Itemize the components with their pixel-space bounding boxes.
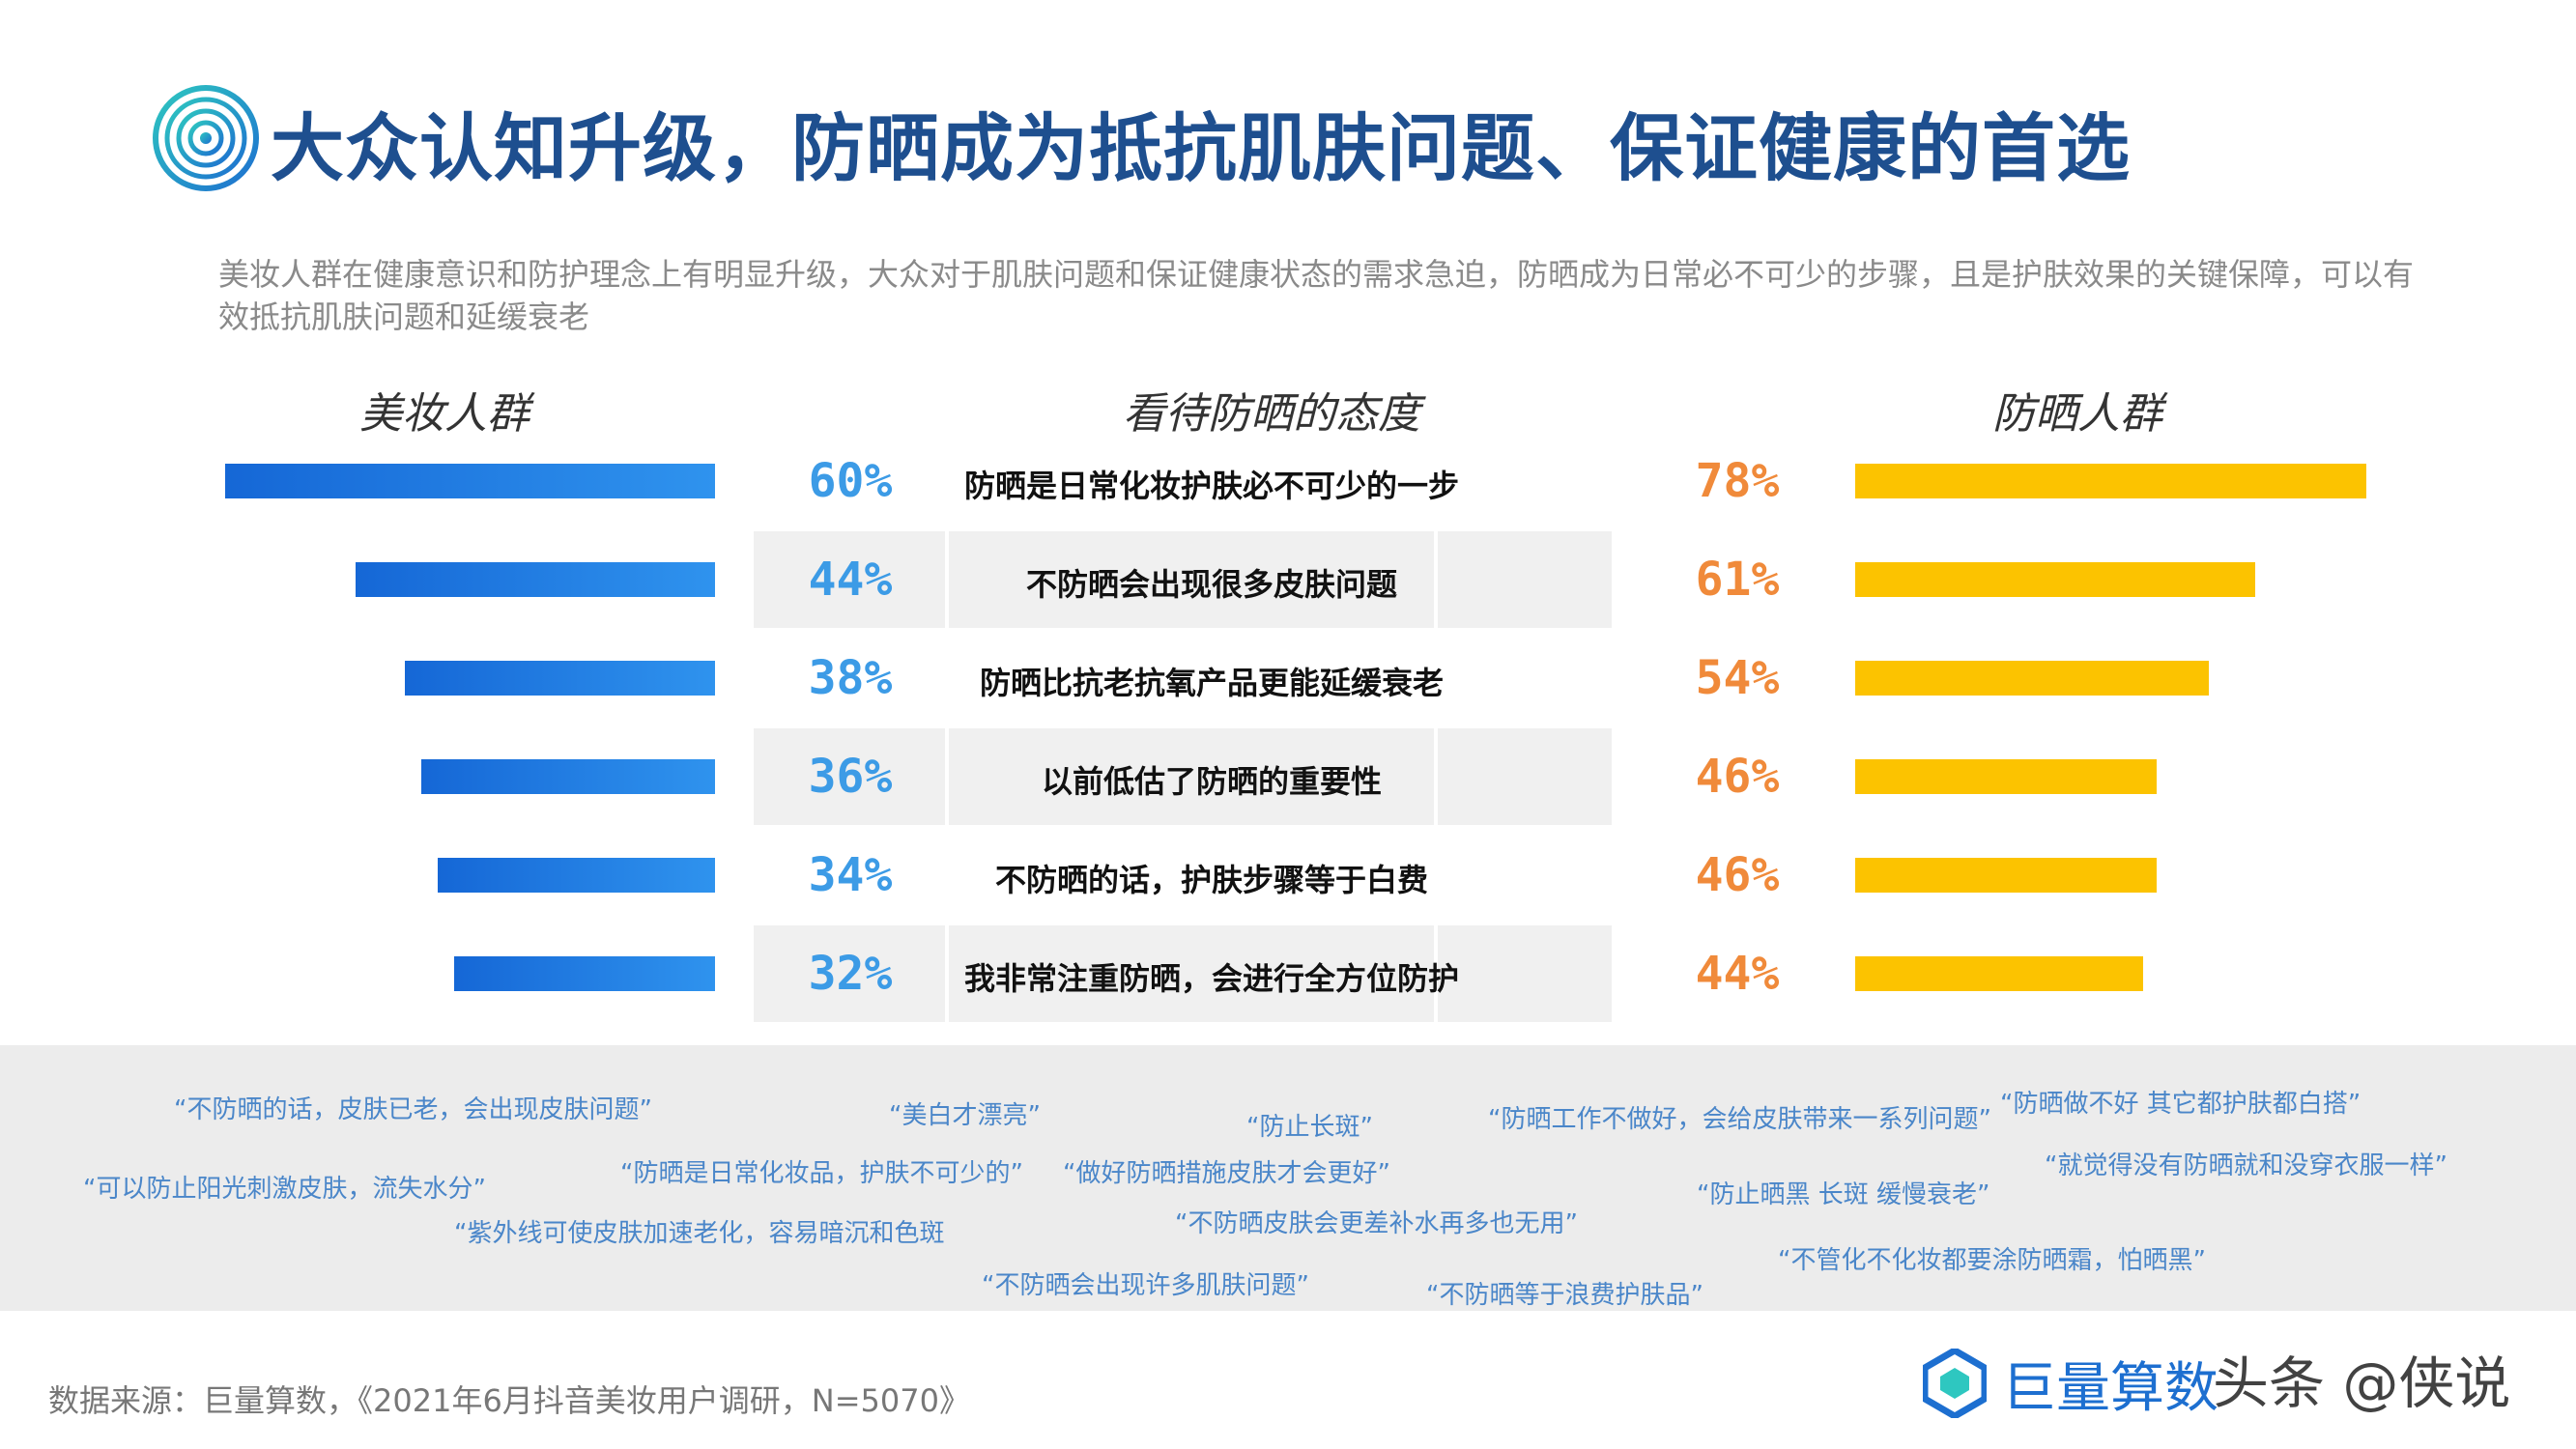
category-label: 我非常注重防晒，会进行全方位防护 [963,960,1459,997]
bar-beauty-users [225,464,715,498]
bar-beauty-users [420,759,715,794]
data-label-sunscreen-users: 61% [1695,553,1780,607]
watermark: 头条 @侠说 [2213,1350,2511,1416]
brand-name: 巨量算数 [2002,1356,2218,1420]
user-quote: “防止晒黑 长斑 缓慢衰老” [1697,1180,1990,1209]
row-band-cell [1438,728,1612,825]
user-quote: “不防晒皮肤会更差补水再多也无用” [1175,1209,1578,1238]
user-quote: “防晒工作不做好，会给皮肤带来一系列问题” [1488,1105,1991,1134]
category-label: 不防晒会出现很多皮肤问题 [1025,566,1397,603]
bar-beauty-users [437,858,715,893]
data-source-note: 数据来源：巨量算数，《2021年6月抖音美妆用户调研，N=5070》 [48,1382,970,1419]
category-label: 防晒比抗老抗氧产品更能延缓衰老 [979,665,1444,701]
data-label-sunscreen-users: 54% [1695,651,1780,705]
user-quote: “不防晒等于浪费护肤品” [1426,1281,1703,1310]
bar-sunscreen-users [1855,562,2255,597]
data-label-beauty-users: 44% [808,553,893,607]
user-quote: “不防晒的话，皮肤已老，会出现皮肤问题” [174,1095,652,1124]
row-band [754,728,1826,825]
page-title: 大众认知升级，防晒成为抵抗肌肤问题、保证健康的首选 [271,105,2131,191]
column-header-left: 美妆人群 [359,389,530,439]
row-band-cell [754,728,945,825]
data-label-sunscreen-users: 46% [1695,750,1780,804]
row-band-cell [754,925,945,1022]
bar-beauty-users [356,562,715,597]
row-band-cell [1438,531,1612,628]
data-label-sunscreen-users: 46% [1695,848,1780,902]
brand: 巨量算数 [1923,1345,2218,1422]
user-quote: “防晒做不好 其它都护肤都白搭” [2000,1090,2361,1119]
data-label-sunscreen-users: 78% [1695,454,1780,508]
butterfly-chart: 60% 防晒是日常化妆护肤必不可少的一步 78% 44% 不防晒会出现很多皮肤问题 61%… [0,433,2576,1032]
user-quote: “就觉得没有防晒就和没穿衣服一样” [2045,1151,2447,1180]
row-band-cell [949,531,1434,628]
row-band-cell [754,531,945,628]
data-label-beauty-users: 38% [808,651,893,705]
user-quote: “不管化不化妆都要涂防晒霜，怕晒黑” [1778,1246,2206,1275]
user-quote: “做好防晒措施皮肤才会更好” [1063,1159,1390,1188]
row-band [754,925,1826,1022]
bar-beauty-users [404,661,715,696]
bar-sunscreen-users [1855,956,2144,991]
data-label-beauty-users: 34% [808,848,893,902]
row-band-cell [1438,925,1612,1022]
user-quote: “不防晒会出现许多肌肤问题” [982,1271,1309,1300]
category-label: 不防晒的话，护肤步骤等于白费 [994,862,1428,898]
row-band [754,531,1826,628]
user-quote: “紫外线可使皮肤加速老化，容易暗沉和色斑 [454,1219,945,1248]
user-quote: “美白才漂亮” [889,1101,1041,1130]
column-header-right: 防晒人群 [1992,389,2162,439]
user-quote: “防晒是日常化妆品，护肤不可少的” [620,1159,1023,1188]
bar-sunscreen-users [1855,464,2366,498]
bar-sunscreen-users [1855,858,2157,893]
bar-sunscreen-users [1855,661,2210,696]
bar-beauty-users [453,956,715,991]
user-quote: “可以防止阳光刺激皮肤，流失水分” [83,1175,486,1204]
column-header-middle: 看待防晒的态度 [1123,389,1420,439]
title-logo-icon [153,85,259,191]
category-label: 防晒是日常化妆护肤必不可少的一步 [963,468,1459,504]
user-quote: “防止长斑” [1246,1113,1373,1142]
category-label: 以前低估了防晒的重要性 [1041,763,1382,800]
quotes-panel: “不防晒的话，皮肤已老，会出现皮肤问题” “美白才漂亮” “防止长斑” “防晒工作不做… [0,1045,2576,1311]
data-label-beauty-users: 36% [808,750,893,804]
row-band-cell [949,728,1434,825]
page-subtitle: 美妆人群在健康意识和防护理念上有明显升级，大众对于肌肤问题和保证健康状态的需求急… [218,256,2415,335]
row-band-cell [949,925,1434,1022]
brand-logo-icon [1923,1349,1987,1418]
data-label-beauty-users: 60% [808,454,893,508]
data-label-beauty-users: 32% [808,947,893,1001]
bar-sunscreen-users [1855,759,2157,794]
data-label-sunscreen-users: 44% [1695,947,1780,1001]
